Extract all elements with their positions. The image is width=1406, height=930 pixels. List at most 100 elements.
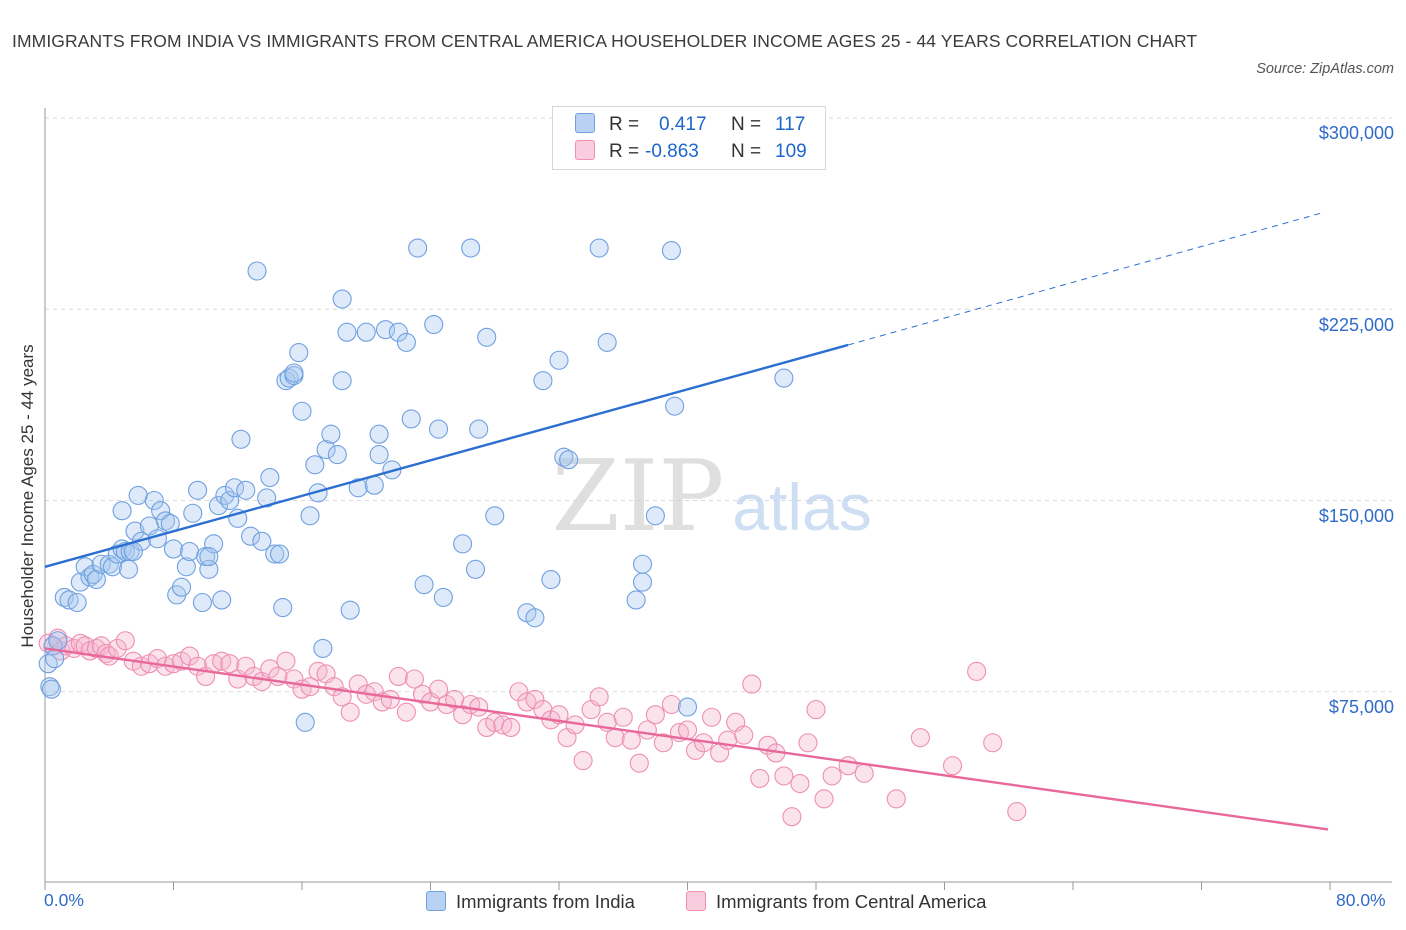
point-india bbox=[118, 559, 139, 579]
point-india bbox=[424, 314, 444, 335]
point-india bbox=[128, 485, 148, 505]
legend-r-value: 0.417 bbox=[659, 114, 707, 135]
axes bbox=[44, 108, 1392, 890]
point-india bbox=[559, 450, 579, 470]
chart-title: IMMIGRANTS FROM INDIA VS IMMIGRANTS FROM… bbox=[12, 31, 1198, 51]
point-india bbox=[41, 679, 61, 699]
point-central-america bbox=[653, 733, 673, 753]
point-india bbox=[147, 529, 167, 549]
point-india bbox=[151, 501, 171, 521]
point-india bbox=[269, 544, 290, 564]
point-india bbox=[632, 572, 653, 592]
point-india bbox=[67, 592, 87, 613]
point-india bbox=[626, 590, 646, 610]
point-india bbox=[677, 697, 698, 717]
legend-n-value: 117 bbox=[775, 114, 806, 135]
point-india bbox=[469, 419, 489, 439]
point-central-america bbox=[774, 766, 794, 786]
x-tick-label-max: 80.0% bbox=[1336, 890, 1386, 910]
point-central-america bbox=[212, 651, 232, 671]
point-central-america bbox=[493, 715, 513, 735]
bottom-legend-label-central-america: Immigrants from Central America bbox=[716, 891, 987, 912]
point-india bbox=[257, 488, 277, 508]
point-central-america bbox=[677, 720, 698, 740]
trend-line-central-america bbox=[44, 647, 1329, 831]
point-india bbox=[465, 559, 486, 579]
point-central-america bbox=[854, 763, 874, 783]
point-central-america bbox=[260, 659, 280, 679]
point-central-america bbox=[814, 789, 834, 809]
point-india bbox=[273, 598, 293, 618]
point-india bbox=[589, 238, 609, 258]
point-central-america bbox=[340, 702, 360, 722]
bottom-legend-central-america: Immigrants from Central America bbox=[686, 890, 986, 914]
point-central-america bbox=[573, 751, 593, 771]
point-central-america bbox=[605, 728, 625, 748]
point-india bbox=[59, 590, 79, 610]
y-axis-title: Householder Income Ages 25 - 44 years bbox=[18, 344, 37, 648]
point-india bbox=[356, 322, 376, 342]
point-central-america bbox=[645, 705, 665, 725]
series-central-america bbox=[38, 628, 1027, 827]
point-india bbox=[477, 327, 497, 347]
point-central-america bbox=[517, 692, 537, 712]
watermark-zip: ZIP bbox=[552, 440, 725, 554]
point-central-america bbox=[308, 661, 328, 681]
point-central-america bbox=[509, 682, 529, 702]
point-india bbox=[313, 638, 333, 658]
point-india bbox=[369, 424, 389, 444]
legend-r-value: -0.863 bbox=[645, 141, 699, 162]
point-india bbox=[414, 575, 434, 595]
y-tick-label: $225,000 bbox=[1318, 315, 1394, 335]
point-central-america bbox=[220, 654, 240, 674]
legend-r-label: R = bbox=[609, 141, 640, 162]
point-india bbox=[300, 506, 320, 526]
point-india bbox=[265, 544, 285, 564]
point-india bbox=[75, 557, 95, 577]
point-india bbox=[292, 401, 312, 421]
point-india bbox=[665, 396, 685, 416]
bottom-legend-india: Immigrants from India bbox=[426, 890, 635, 914]
point-india bbox=[48, 631, 68, 651]
point-india bbox=[125, 521, 145, 541]
point-india bbox=[549, 350, 569, 370]
y-tick-label: $75,000 bbox=[1328, 697, 1394, 717]
legend-r-label: R = bbox=[609, 114, 640, 135]
point-india bbox=[102, 557, 123, 577]
y-tick-label: $300,000 bbox=[1318, 123, 1394, 143]
point-india bbox=[332, 371, 352, 391]
point-central-america bbox=[276, 651, 296, 671]
trend-line-india-extension bbox=[847, 211, 1325, 346]
legend-n-label: N = bbox=[731, 141, 762, 162]
point-central-america bbox=[324, 677, 344, 697]
point-india bbox=[396, 332, 416, 352]
point-india bbox=[171, 577, 192, 597]
point-central-america bbox=[790, 773, 810, 794]
point-central-america bbox=[589, 687, 609, 707]
point-india bbox=[321, 424, 341, 444]
point-india bbox=[289, 343, 309, 363]
point-india bbox=[428, 419, 449, 439]
bottom-legend-label-india: Immigrants from India bbox=[456, 891, 635, 912]
point-india bbox=[408, 238, 428, 258]
point-central-america bbox=[742, 674, 762, 694]
point-central-america bbox=[661, 694, 681, 715]
point-india bbox=[632, 554, 653, 574]
bottom-legend-swatch-central-america bbox=[686, 891, 706, 911]
point-central-america bbox=[332, 687, 352, 707]
source-label: Source: ZipAtlas.com bbox=[1256, 61, 1394, 77]
point-central-america bbox=[380, 689, 400, 709]
point-central-america bbox=[621, 730, 641, 750]
trend-lines bbox=[44, 211, 1329, 831]
point-india bbox=[332, 289, 352, 309]
point-india bbox=[208, 496, 229, 516]
point-central-america bbox=[525, 689, 545, 709]
point-india bbox=[91, 554, 111, 574]
point-central-america bbox=[1007, 802, 1027, 822]
series-india bbox=[38, 238, 794, 732]
legend-row-central-america: R = -0.863 N = 109 bbox=[575, 140, 807, 164]
point-central-america bbox=[501, 717, 521, 738]
point-india bbox=[38, 654, 58, 674]
point-central-america bbox=[967, 661, 987, 681]
x-tick-label-min: 0.0% bbox=[44, 890, 84, 910]
